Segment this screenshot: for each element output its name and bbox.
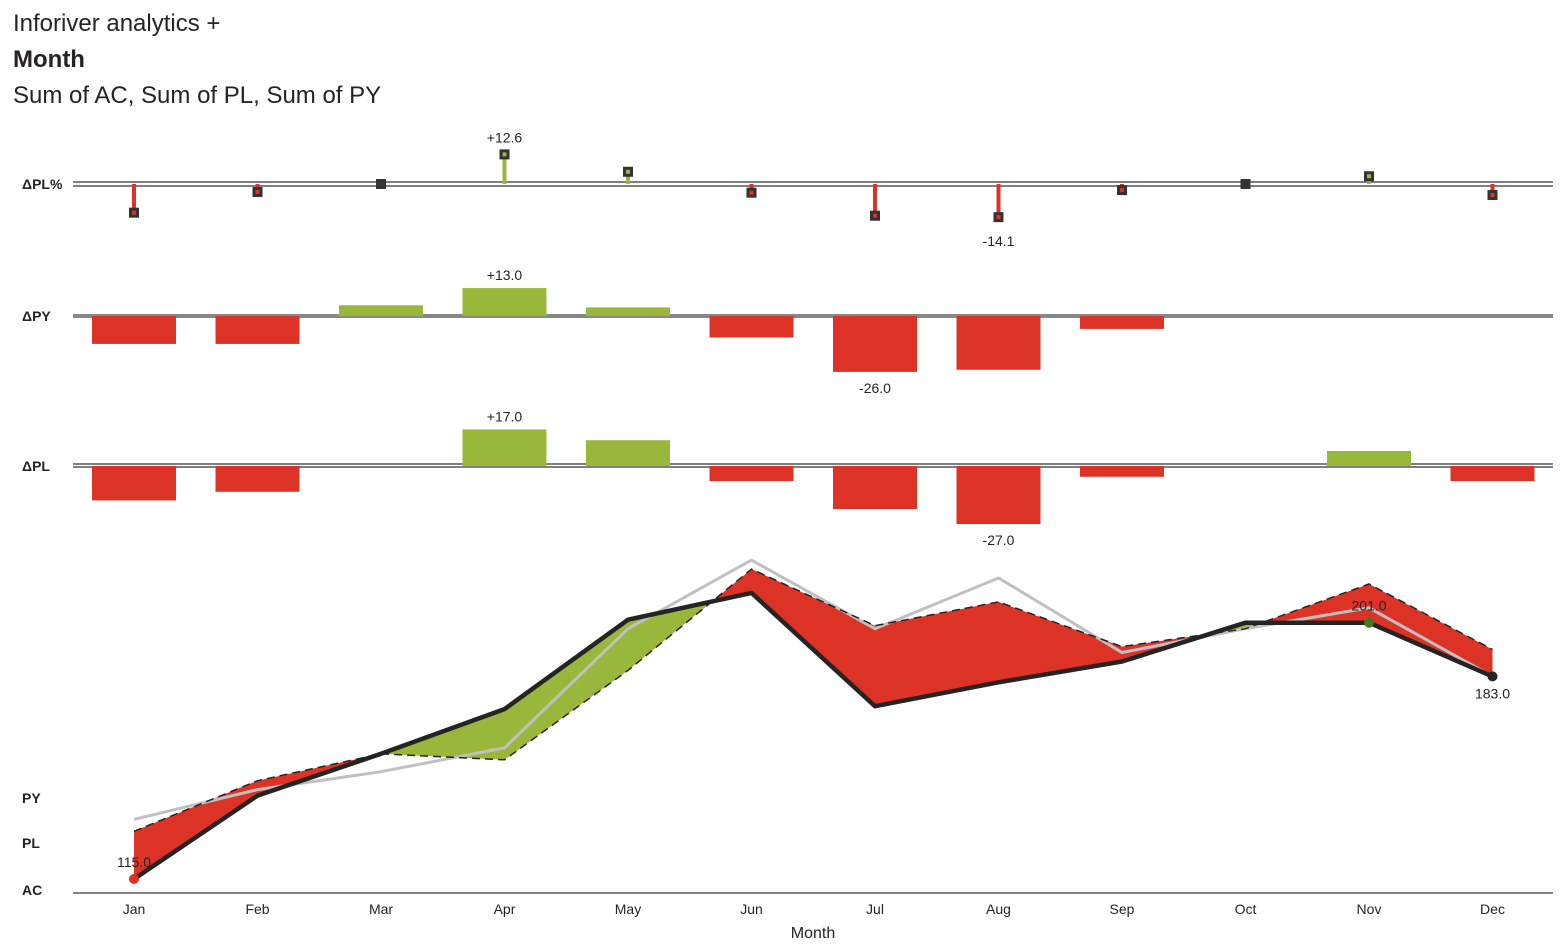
chart-subtitle: Month [13,46,85,73]
row-label: ΔPL [22,458,50,474]
pin-head-center [873,213,877,218]
chart-title: Inforiver analytics + [13,10,221,37]
pin-head-center [502,152,507,157]
x-axis: Jan Feb Mar Apr May Jun Jul Aug Sep Oct Nov Dec Mont… [73,892,1553,942]
variance-bar [956,466,1041,525]
variance-bar [709,466,794,482]
variance-bar [586,307,670,316]
ac-line [132,590,1494,881]
data-label: +13.0 [487,267,523,283]
variance-bar [833,316,917,372]
ac-data-label: 201.0 [1351,598,1386,614]
variance-bar [462,288,547,316]
variance-bar [1080,316,1164,329]
series-label-pl: PL [22,835,40,851]
delta-pl-row: ΔPL +17.0 -27.0 [22,408,1553,548]
ac-marker [1487,671,1498,682]
delta-pl-percent-row: ΔPL% +12.6 -14.1 [22,129,1553,249]
variance-area [875,601,999,707]
variance-bar [1327,450,1411,466]
ac-marker [1364,617,1374,628]
x-tick-label: Nov [1357,901,1382,917]
pin-head [1240,179,1251,189]
variance-area [134,780,258,879]
pin-head-center [132,210,136,215]
variance-bar [1450,466,1535,482]
variance-bar [586,440,670,466]
variance-bar [92,466,176,501]
pin-head-center [1367,174,1371,179]
data-label: +17.0 [487,408,523,424]
x-tick-label: Jun [740,901,763,917]
x-tick-label: May [615,901,641,917]
variance-bar [956,316,1041,370]
main-line-chart: 115.0 201.0 183.0 PY PL AC [22,558,1510,898]
variance-bar [1080,466,1164,477]
pin-head-center [1490,193,1495,198]
row-label: ΔPL% [22,176,63,192]
x-tick-label: Jul [866,901,884,917]
variance-bar [215,316,300,344]
x-tick-label: Sep [1110,901,1135,917]
delta-py-row: ΔPY +13.0 -26.0 [22,267,1553,396]
x-tick-label: Jan [123,901,146,917]
x-tick-label: Aug [986,901,1011,917]
x-tick-label: Dec [1480,901,1505,917]
py-line [133,558,1494,821]
pin-head-center [749,190,754,195]
series-label-py: PY [22,790,41,806]
ac-data-label: 183.0 [1475,685,1510,701]
data-label: +12.6 [487,129,523,145]
pin-head-center [255,189,260,194]
chart-measures: Sum of AC, Sum of PL, Sum of PY [13,82,382,109]
variance-bar [709,316,794,338]
x-tick-label: Mar [369,901,393,917]
variance-bar [462,429,547,466]
data-label: -27.0 [983,532,1015,548]
variance-bar [92,316,176,344]
x-tick-label: Oct [1235,901,1257,917]
variance-bar [215,466,300,492]
pin-head-center [1120,188,1124,193]
x-axis-title: Month [791,925,835,942]
data-label: -14.1 [983,233,1015,249]
variance-bar [339,305,423,316]
ac-marker [129,874,139,884]
pin-head-center [996,215,1001,220]
variance-area [751,569,875,707]
data-label: -26.0 [859,380,891,396]
row-label: ΔPY [22,308,51,324]
x-tick-label: Apr [494,901,516,917]
variance-area [998,601,1122,683]
pin-head-center [626,169,630,174]
variance-area [1369,584,1493,677]
pin-head [376,179,386,189]
variance-bar [833,466,917,509]
series-label-ac: AC [22,882,42,898]
ac-data-label: 115.0 [117,854,151,870]
x-tick-label: Feb [245,901,269,917]
